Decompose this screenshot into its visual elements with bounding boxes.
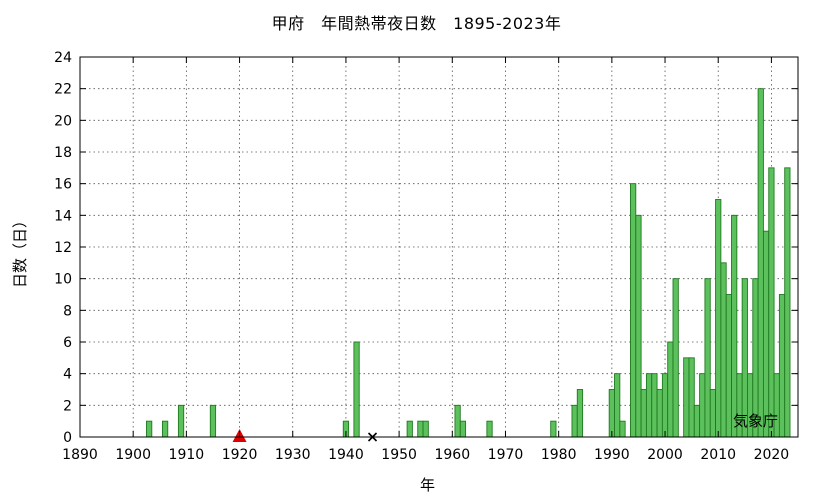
bar-2020 [768,167,775,438]
y-tick-label: 8 [63,303,72,319]
x-tick-label: 1960 [434,447,470,463]
bar-1992 [619,420,626,438]
bar-1967 [486,420,493,438]
bar-1942 [353,341,360,438]
bar-1994 [630,183,637,438]
x-tick-label: 2010 [700,447,736,463]
y-tick-label: 20 [54,113,72,129]
x-tick-label: 1950 [381,447,417,463]
x-tick-label: 1980 [541,447,577,463]
y-tick-label: 0 [63,430,72,446]
bar-1961 [454,404,461,438]
y-tick-label: 4 [63,367,72,383]
bar-1955 [422,420,429,438]
bar-2001 [667,341,674,438]
bar-2006 [693,404,701,438]
bar-2013 [731,214,738,438]
bar-1979 [550,420,557,438]
bars-layer [146,88,791,438]
x-tick-label: 1920 [222,447,258,463]
bar-1998 [651,373,658,438]
chart-title: 甲府 年間熱帯夜日数 1895-2023年 [271,14,562,33]
credit-label: 気象庁 [733,412,779,430]
bar-1995 [635,214,642,438]
x-tick-label: 1890 [62,447,98,463]
bar-1983 [571,404,578,438]
x-axis-label: 年 [420,476,436,494]
bar-2000 [661,373,669,438]
y-tick-label: 6 [63,335,72,351]
bar-2023 [784,167,791,438]
bar-1991 [614,373,621,438]
bar-2008 [704,278,711,438]
y-tick-label: 18 [54,145,72,161]
bar-2019 [762,230,770,438]
y-tick-label: 24 [54,50,72,66]
y-tick-label: 14 [54,208,72,224]
axis-layer [79,56,799,438]
x-tick-label: 1900 [115,447,151,463]
bar-2002 [672,278,679,438]
bar-2022 [778,294,786,438]
x-tick-label: 1940 [328,447,364,463]
bar-1999 [656,389,663,438]
x-tick-label: 2020 [754,447,790,463]
bar-1952 [406,420,413,438]
bar-1915 [209,404,217,438]
bar-1954 [417,420,424,438]
y-tick-label: 10 [54,272,72,288]
bar-1962 [459,420,467,438]
bar-1903 [146,420,153,438]
bar-2018 [757,88,764,438]
bar-1984 [576,389,584,438]
y-axis-label: 日数（日） [11,212,30,289]
y-tick-label: 22 [54,82,72,98]
y-tick-label: 2 [63,398,72,414]
bar-2012 [725,294,732,438]
bar-2009 [709,389,717,438]
bar-2011 [720,262,727,438]
bar-2004 [683,357,690,438]
x-tick-label: 1970 [488,447,524,463]
bar-1990 [608,389,615,438]
bar-1906 [161,420,169,438]
x-tick-label: 1990 [594,447,630,463]
x-tick-label: 1930 [275,447,311,463]
bar-2010 [715,199,722,438]
y-tick-label: 12 [54,240,72,256]
y-tick-label: 16 [54,177,72,193]
bar-2005 [688,357,695,438]
x-tick-label: 1910 [169,447,205,463]
bar-1997 [645,373,653,438]
bar-1909 [177,404,185,438]
bar-2007 [699,373,706,438]
bar-1996 [640,389,647,438]
x-tick-label: 2000 [647,447,683,463]
